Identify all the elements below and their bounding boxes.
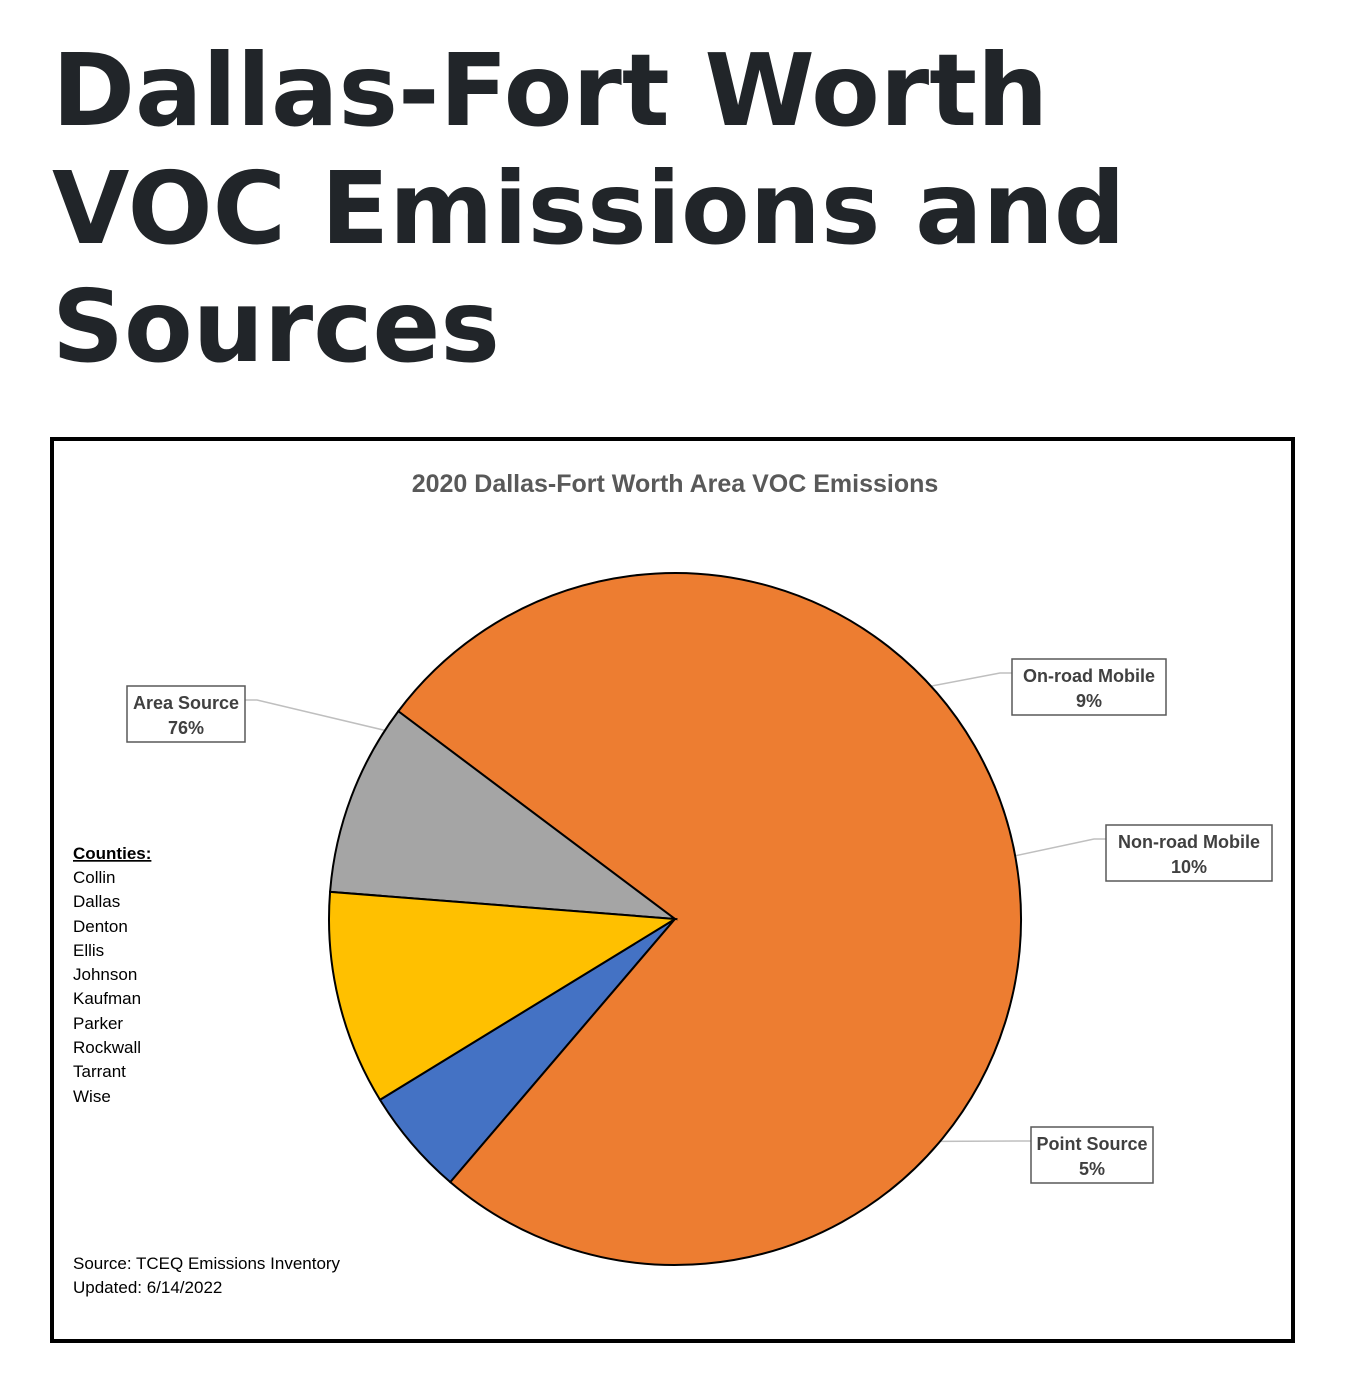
page-title: Dallas-Fort Worth VOC Emissions and Sour… [52,32,1312,386]
data-labels: Point Source 5% Area Source 76% On-road Mobi… [126,658,1273,1184]
pie-slices [328,572,1022,1266]
page-title-line-1: Dallas-Fort Worth [52,32,1049,149]
chart-title: 2020 Dallas-Fort Worth Area VOC Emission… [412,470,939,498]
updated-line: Updated: 6/14/2022 [73,1278,222,1297]
county-parker: Parker [73,1014,123,1033]
data-label-value: 5% [1079,1159,1105,1179]
data-label-box-on-road-mobile [1011,658,1167,716]
data-label-box-point-source [1030,1126,1154,1184]
page-title-line-2: VOC Emissions and [52,150,1126,267]
county-ellis: Ellis [73,941,104,960]
source-note: Source: TCEQ Emissions Inventory Updated… [73,1254,341,1297]
pie-slice-non-road-mobile [328,890,679,1102]
data-label-box-non-road-mobile [1105,824,1273,882]
page-title-line-3: Sources [52,268,500,385]
county-kaufman: Kaufman [73,989,141,1008]
data-label-name: Point Source [1036,1134,1147,1154]
data-label-name: On-road Mobile [1023,666,1155,686]
county-collin: Collin [73,868,116,887]
data-label-value: 9% [1076,691,1102,711]
county-rockwall: Rockwall [73,1038,141,1057]
county-wise: Wise [73,1087,111,1106]
county-denton: Denton [73,917,128,936]
source-line: Source: TCEQ Emissions Inventory [73,1254,341,1273]
data-label-value: 76% [168,718,204,738]
data-label-name: Area Source [133,693,239,713]
pie-slice-on-road-mobile [328,709,679,921]
county-johnson: Johnson [73,965,137,984]
data-label-name: Non-road Mobile [1118,832,1260,852]
counties-heading: Counties: [73,844,151,863]
data-label-value: 10% [1171,857,1207,877]
data-label-box-area-source [126,685,246,743]
counties-note: Counties: Collin Dallas Denton Ellis Joh… [73,844,151,1106]
pie-slice-area-source [396,572,1022,1266]
chart-frame: 2020 Dallas-Fort Worth Area VOC Emission… [50,437,1295,1343]
pie-chart: 2020 Dallas-Fort Worth Area VOC Emission… [73,470,1273,1297]
county-tarrant: Tarrant [73,1062,126,1081]
county-dallas: Dallas [73,892,120,911]
